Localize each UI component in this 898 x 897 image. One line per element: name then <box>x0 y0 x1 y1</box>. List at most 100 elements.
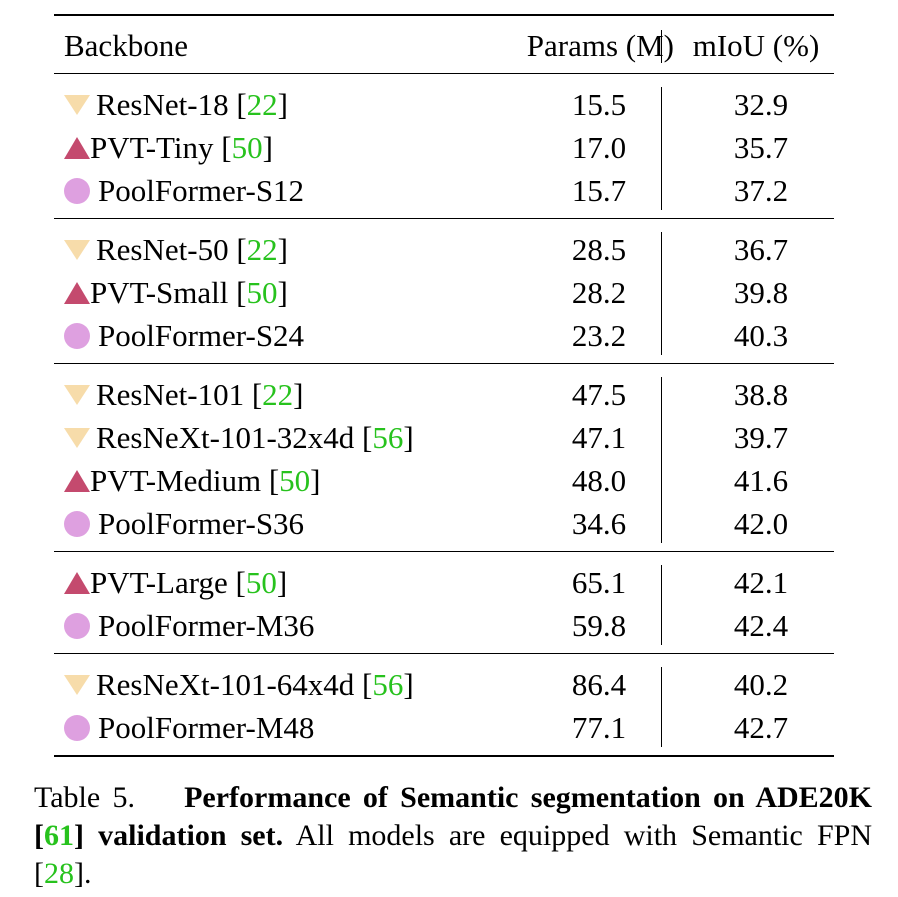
caption-label: Table 5. <box>34 781 135 814</box>
backbone-cell: PVT-Large [50] <box>64 561 287 604</box>
triangle-up-marker-icon <box>64 571 90 594</box>
table-row: ResNet-101 [22] 47.5 38.8 <box>54 373 834 416</box>
backbone-name: PoolFormer-M36 <box>98 608 315 643</box>
citation-link[interactable]: 50 <box>246 275 278 310</box>
citation-link[interactable]: 56 <box>372 420 404 455</box>
table-row: PoolFormer-S24 23.2 40.3 <box>54 314 834 357</box>
circle-marker-icon <box>64 510 90 537</box>
triangle-down-marker-icon <box>64 674 90 695</box>
table-row: PVT-Tiny [50] 17.0 35.7 <box>54 126 834 169</box>
table-header: Backbone Params (M) mIoU (%) <box>54 24 834 67</box>
triangle-up-marker-icon <box>64 136 90 159</box>
backbone-cell: PoolFormer-M48 <box>64 706 314 749</box>
circle-marker-icon <box>64 612 90 639</box>
backbone-name: PoolFormer-M48 <box>98 710 315 745</box>
column-divider <box>661 87 663 210</box>
backbone-name: PVT-Small <box>90 275 237 310</box>
table-row: ResNeXt-101-64x4d [56] 86.4 40.2 <box>54 663 834 706</box>
table-caption: Table 5. Performance of Semantic segment… <box>34 781 873 890</box>
circle-marker-icon <box>64 714 90 741</box>
column-divider <box>661 377 663 543</box>
citation-link[interactable]: 22 <box>246 232 278 267</box>
miou-cell: 42.4 <box>733 608 789 643</box>
params-cell: 15.5 <box>571 87 627 122</box>
backbone-name: ResNeXt-101-32x4d <box>96 420 363 455</box>
caption-bold: Performance of Semantic segmentation on … <box>34 781 873 852</box>
backbone-name: PoolFormer-S24 <box>98 318 305 353</box>
params-cell: 65.1 <box>571 565 627 600</box>
backbone-name: PVT-Tiny <box>90 130 222 165</box>
header-miou: mIoU (%) <box>692 28 820 63</box>
backbone-name: ResNeXt-101-64x4d <box>96 667 363 702</box>
caption-citation[interactable]: 61 <box>44 819 74 852</box>
column-divider <box>661 232 663 355</box>
table-rule <box>54 755 834 757</box>
triangle-up-marker-icon <box>64 469 90 492</box>
params-cell: 48.0 <box>571 463 627 498</box>
table-rule <box>54 551 834 553</box>
triangle-down-marker-icon <box>64 427 90 448</box>
citation-link[interactable]: 22 <box>246 87 278 122</box>
citation-link[interactable]: 50 <box>231 130 263 165</box>
citation-link[interactable]: 56 <box>372 667 404 702</box>
backbone-cell: PVT-Tiny [50] <box>64 126 273 169</box>
header-backbone: Backbone <box>64 28 188 63</box>
backbone-name: PVT-Medium <box>90 463 269 498</box>
table-row: PoolFormer-S36 34.6 42.0 <box>54 502 834 545</box>
column-divider <box>661 667 663 747</box>
miou-cell: 40.2 <box>733 667 789 702</box>
triangle-down-marker-icon <box>64 239 90 260</box>
backbone-cell: ResNeXt-101-64x4d [56] <box>64 663 414 706</box>
params-cell: 17.0 <box>571 130 627 165</box>
miou-cell: 36.7 <box>733 232 789 267</box>
triangle-down-marker-icon <box>64 94 90 115</box>
column-divider <box>661 565 663 645</box>
table-rule <box>54 73 834 75</box>
backbone-name: PVT-Large <box>90 565 236 600</box>
table-rule <box>54 653 834 655</box>
backbone-cell: ResNet-18 [22] <box>64 83 288 126</box>
params-cell: 86.4 <box>571 667 627 702</box>
miou-cell: 39.8 <box>733 275 789 310</box>
miou-cell: 38.8 <box>733 377 789 412</box>
triangle-down-marker-icon <box>64 384 90 405</box>
citation-link[interactable]: 22 <box>262 377 294 412</box>
table-row: PoolFormer-S12 15.7 37.2 <box>54 169 834 212</box>
miou-cell: 37.2 <box>733 173 789 208</box>
citation-link[interactable]: 50 <box>279 463 311 498</box>
table-rule <box>54 218 834 220</box>
header-params: Params (M) <box>526 28 674 63</box>
backbone-cell: ResNet-50 [22] <box>64 228 288 271</box>
circle-marker-icon <box>64 177 90 204</box>
table-row: PVT-Large [50] 65.1 42.1 <box>54 561 834 604</box>
triangle-up-marker-icon <box>64 281 90 304</box>
table-row: PVT-Small [50] 28.2 39.8 <box>54 271 834 314</box>
miou-cell: 35.7 <box>733 130 789 165</box>
backbone-name: ResNet-101 <box>96 377 252 412</box>
citation-link[interactable]: 50 <box>245 565 277 600</box>
backbone-cell: ResNeXt-101-32x4d [56] <box>64 416 414 459</box>
column-divider <box>661 30 663 63</box>
miou-cell: 42.1 <box>733 565 789 600</box>
circle-marker-icon <box>64 322 90 349</box>
table-rule <box>54 363 834 365</box>
miou-cell: 41.6 <box>733 463 789 498</box>
backbone-cell: PVT-Small [50] <box>64 271 288 314</box>
backbone-cell: PoolFormer-S36 <box>64 502 304 545</box>
backbone-name: ResNet-50 <box>96 232 237 267</box>
table-row: ResNeXt-101-32x4d [56] 47.1 39.7 <box>54 416 834 459</box>
table-rule <box>54 14 834 16</box>
backbone-cell: PVT-Medium [50] <box>64 459 321 502</box>
params-cell: 47.5 <box>571 377 627 412</box>
params-cell: 23.2 <box>571 318 627 353</box>
miou-cell: 42.7 <box>733 710 789 745</box>
caption-citation[interactable]: 28 <box>44 857 74 890</box>
backbone-cell: ResNet-101 [22] <box>64 373 304 416</box>
params-cell: 34.6 <box>571 506 627 541</box>
miou-cell: 42.0 <box>733 506 789 541</box>
backbone-name: ResNet-18 <box>96 87 237 122</box>
backbone-cell: PoolFormer-M36 <box>64 604 314 647</box>
miou-cell: 40.3 <box>733 318 789 353</box>
table-row: ResNet-50 [22] 28.5 36.7 <box>54 228 834 271</box>
params-cell: 77.1 <box>571 710 627 745</box>
